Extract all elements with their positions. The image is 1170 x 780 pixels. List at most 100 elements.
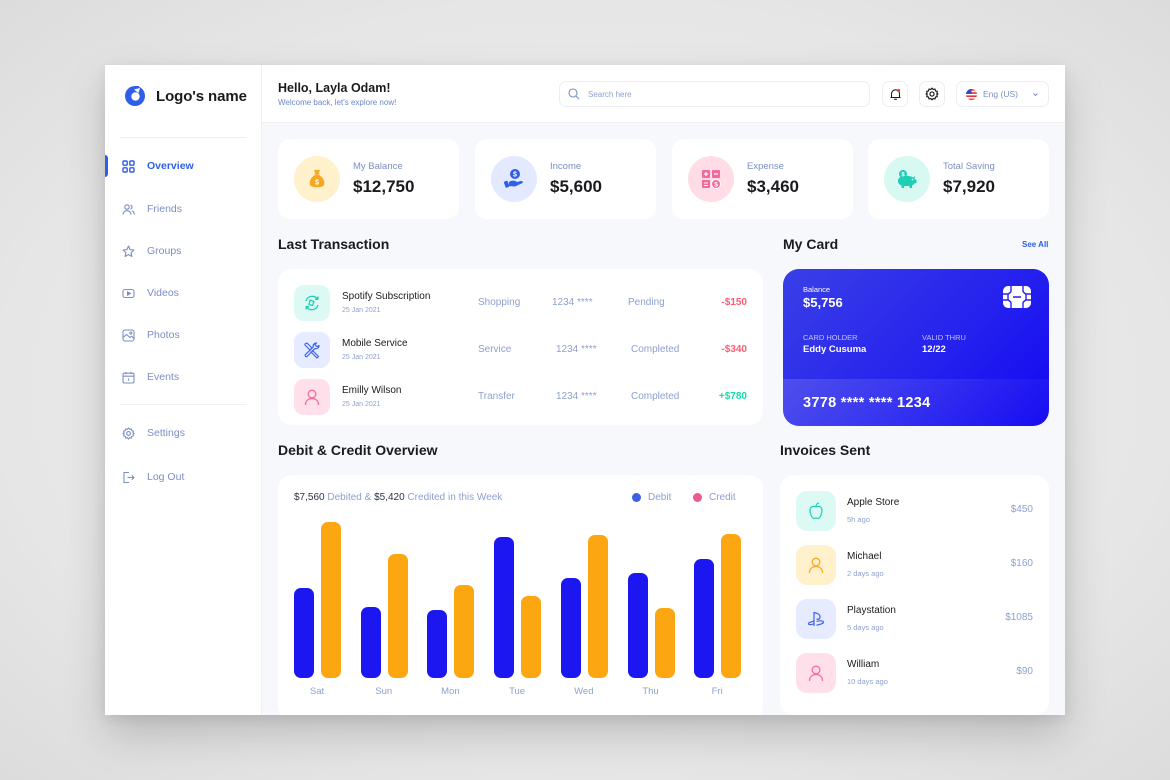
invoice-name: Playstation — [847, 605, 896, 616]
bar-debit[interactable] — [360, 607, 381, 678]
user-icon — [796, 653, 836, 693]
bar-credit[interactable] — [387, 554, 408, 678]
invoice-row[interactable]: Playstation 5 days ago $1085 — [780, 599, 1049, 639]
sidebar-item-events[interactable]: Events — [105, 365, 262, 389]
sidebar-item-label: Groups — [147, 245, 182, 257]
invoice-row[interactable]: Apple Store 5h ago $450 — [780, 491, 1049, 531]
sidebar-item-groups[interactable]: Groups — [105, 239, 262, 263]
summary-text: Credited in this Week — [404, 492, 503, 503]
settings-button[interactable] — [919, 81, 945, 107]
stat-card-income[interactable]: $ Income $5,600 — [475, 139, 656, 219]
bar-credit[interactable] — [454, 585, 475, 678]
search-bar[interactable] — [559, 81, 870, 107]
sidebar-item-label: Photos — [147, 329, 180, 341]
sidebar-item-settings[interactable]: Settings — [105, 421, 262, 445]
bar-credit[interactable] — [654, 608, 675, 678]
legend-label: Debit — [648, 492, 672, 503]
chip-icon — [1003, 286, 1031, 308]
apple-icon — [796, 491, 836, 531]
transaction-card: 1234 **** — [556, 344, 597, 355]
greeting: Hello, Layla Odam! Welcome back, let's e… — [278, 81, 396, 107]
top-header: Hello, Layla Odam! Welcome back, let's e… — [262, 65, 1065, 123]
card-balance: $5,756 — [803, 295, 843, 310]
notifications-button[interactable] — [882, 81, 908, 107]
transaction-category: Shopping — [478, 297, 521, 308]
card-balance-label: Balance — [803, 285, 831, 294]
legend-debit[interactable]: Debit — [632, 492, 671, 503]
invoice-amount: $90 — [1016, 666, 1033, 677]
svg-text:$: $ — [901, 172, 905, 178]
sidebar-item-label: Settings — [147, 427, 185, 439]
transaction-status: Completed — [631, 344, 680, 355]
valid-thru-date: 12/22 — [922, 344, 946, 355]
greeting-subtitle: Welcome back, let's explore now! — [278, 98, 397, 107]
transaction-row[interactable]: Mobile Service 25 Jan 2021 Service 1234 … — [278, 332, 763, 370]
bar-debit[interactable] — [694, 559, 715, 678]
bar-debit[interactable] — [494, 537, 515, 678]
stat-value: $12,750 — [353, 177, 415, 196]
valid-thru-label: VALID THRU — [922, 333, 966, 342]
transaction-card: 1234 **** — [552, 297, 593, 308]
bar-debit[interactable] — [627, 573, 648, 678]
bar-credit[interactable] — [721, 534, 742, 678]
debit-credit-chart: $7,560 Debited & $5,420 Credited in this… — [278, 475, 763, 715]
search-input[interactable] — [588, 89, 848, 99]
invoice-name: William — [847, 659, 880, 670]
stat-card-saving[interactable]: $ Total Saving $7,920 — [868, 139, 1049, 219]
invoice-amount: $450 — [1010, 504, 1033, 515]
transaction-date: 25 Jan 2021 — [342, 307, 381, 314]
sidebar-item-videos[interactable]: Videos — [105, 281, 262, 305]
legend-credit[interactable]: Credit — [693, 492, 736, 503]
x-axis-label: Thu — [642, 686, 659, 697]
transaction-row[interactable]: Emilly Wilson 25 Jan 2021 Transfer 1234 … — [278, 379, 763, 417]
stat-card-balance[interactable]: $ My Balance $12,750 — [278, 139, 459, 219]
svg-text:$: $ — [714, 182, 718, 189]
sidebar-item-label: Videos — [147, 287, 179, 299]
invoice-time: 5 days ago — [847, 623, 884, 632]
stat-label: Income — [550, 161, 582, 172]
credited-amount: $5,420 — [374, 492, 405, 503]
logo[interactable]: Logo's name — [124, 85, 247, 107]
transaction-category: Transfer — [478, 391, 515, 402]
user-icon — [294, 379, 330, 415]
tools-icon — [294, 332, 330, 368]
playstation-icon — [796, 599, 836, 639]
x-axis-label: Tue — [509, 686, 526, 697]
sidebar-item-photos[interactable]: Photos — [105, 323, 262, 347]
chart-summary: $7,560 Debited & $5,420 Credited in this… — [294, 492, 502, 503]
stat-label: Total Saving — [943, 161, 995, 172]
sidebar-item-logout[interactable]: Log Out — [105, 465, 262, 489]
logout-icon — [123, 471, 135, 483]
credit-card[interactable]: Balance $5,756 CARD HOLDER Eddy Cusuma V… — [783, 269, 1049, 426]
bar-debit[interactable] — [560, 578, 581, 678]
star-icon — [122, 244, 135, 257]
money-bag-icon: $ — [294, 156, 340, 202]
transaction-category: Service — [478, 344, 512, 355]
greeting-title: Hello, Layla Odam! — [278, 81, 391, 95]
sidebar-item-overview[interactable]: Overview — [105, 154, 262, 178]
bar-debit[interactable] — [427, 610, 448, 678]
x-axis-label: Wed — [574, 686, 594, 697]
stat-value: $7,920 — [943, 177, 995, 196]
bar-credit[interactable] — [521, 596, 542, 678]
hand-coin-icon: $ — [491, 156, 537, 202]
sidebar: Logo's name Overview Friends Groups — [105, 65, 262, 715]
language-selector[interactable]: Eng (US) — [956, 81, 1049, 107]
legend-dot — [632, 493, 641, 502]
sidebar-item-friends[interactable]: Friends — [105, 197, 262, 221]
see-all-link[interactable]: See All — [1022, 240, 1049, 249]
card-number: 3778 **** **** 1234 — [803, 395, 931, 411]
logo-icon — [125, 86, 145, 106]
x-axis-label: Mon — [441, 686, 460, 697]
transaction-amount: +$780 — [718, 391, 747, 402]
bar-debit[interactable] — [294, 588, 314, 678]
x-axis-label: Sun — [375, 686, 393, 697]
invoice-row[interactable]: Michael 2 days ago $160 — [780, 545, 1049, 585]
transaction-row[interactable]: Spotify Subscription 25 Jan 2021 Shoppin… — [278, 285, 763, 323]
invoice-row[interactable]: William 10 days ago $90 — [780, 653, 1049, 693]
transaction-card: 1234 **** — [556, 391, 597, 402]
bar-credit[interactable] — [321, 522, 341, 678]
card-holder-name: Eddy Cusuma — [803, 344, 867, 355]
stat-card-expense[interactable]: $ Expense $3,460 — [672, 139, 853, 219]
bar-credit[interactable] — [587, 535, 608, 678]
